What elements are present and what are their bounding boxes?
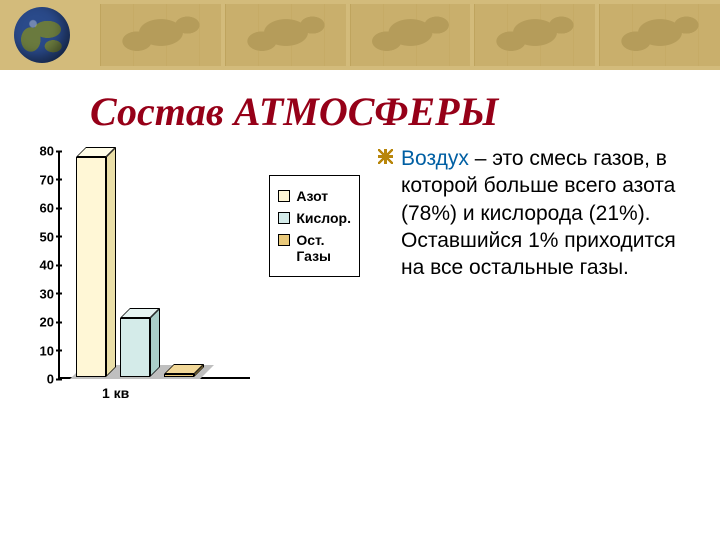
ytick: 80 [24, 144, 54, 159]
legend-label: Азот [296, 188, 328, 204]
legend-label: Кислор. [296, 210, 351, 226]
x-category-label: 1 кв [102, 385, 129, 401]
world-map-banner [0, 0, 720, 70]
ytick: 60 [24, 201, 54, 216]
ytick: 70 [24, 172, 54, 187]
body-text: Воздух – это смесь газов, в которой боль… [401, 145, 690, 281]
legend-swatch [278, 190, 290, 202]
bars-area [70, 151, 240, 377]
lead-word: Воздух [401, 147, 469, 170]
legend-swatch [278, 212, 290, 224]
legend-swatch [278, 234, 290, 246]
ytick: 30 [24, 286, 54, 301]
chart-legend: Азот Кислор. Ост. Газы [269, 175, 360, 277]
atmosphere-bar-chart: 1 кв Азот Кислор. Ост. Газы 0 10 20 30 40 50 60 7… [20, 145, 360, 405]
legend-label: Ост. Газы [296, 232, 331, 264]
ytick: 40 [24, 258, 54, 273]
globe-icon [14, 7, 70, 63]
page-title: Состав АТМОСФЕРЫ [90, 88, 720, 135]
legend-row: Кислор. [278, 210, 351, 226]
legend-row: Азот [278, 188, 351, 204]
ytick: 10 [24, 343, 54, 358]
ytick: 20 [24, 315, 54, 330]
ytick: 50 [24, 229, 54, 244]
ytick: 0 [24, 372, 54, 387]
legend-row: Ост. Газы [278, 232, 351, 264]
compass-bullet-icon [378, 149, 393, 164]
map-strip [100, 0, 720, 70]
